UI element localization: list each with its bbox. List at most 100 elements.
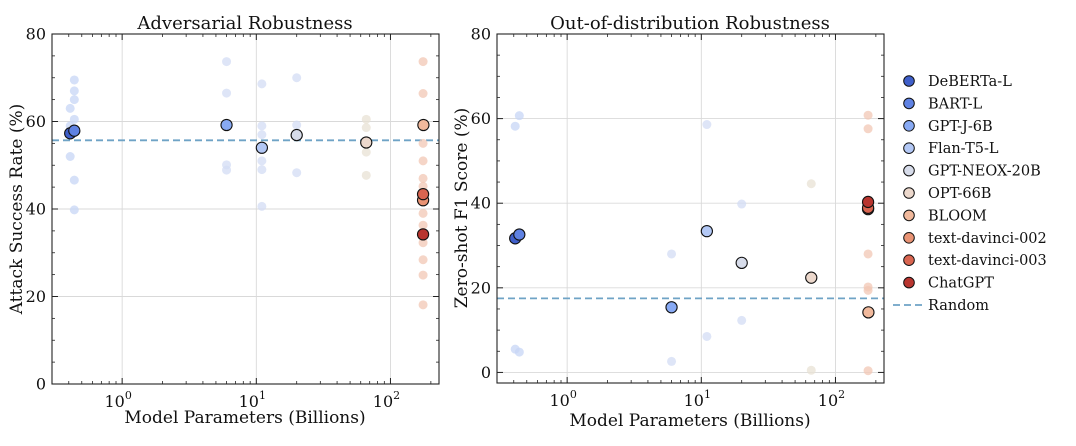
y-tick-label: 20 [471,278,491,297]
y-tick-label: 60 [26,112,46,131]
legend-marker-gpt-j-6b [903,120,915,132]
x-tick-exponent: 0 [125,389,132,402]
legend-label-deberta-l: DeBERTa-L [928,74,1012,90]
legend-label-text-davinci-003: text-davinci-003 [928,253,1047,269]
x-tick-label: 100 [549,388,576,410]
point-text-davinci-003 [416,187,430,201]
y-tick-label: 80 [471,25,491,44]
x-tick-exponent: 0 [570,388,577,401]
faded-point [702,120,712,130]
y-tick-label: 0 [36,375,46,394]
point-chatgpt [861,195,875,209]
faded-point [222,88,232,98]
legend-marker-deberta-l [903,75,915,87]
legend-marker-gpt-neox-20b [903,164,915,177]
point-bart-l [68,124,81,137]
y-tick-label: 60 [471,109,491,128]
faded-point [702,331,712,341]
faded-point [418,89,428,98]
point-gpt-j-6b [665,301,678,314]
faded-point [510,121,520,131]
faded-point [418,57,428,67]
faded-point [65,103,75,113]
y-axis-label: Zero-shot F1 Score (%) [452,108,472,309]
faded-point [514,347,524,357]
faded-point [418,255,428,265]
faded-point [292,73,302,83]
faded-point [863,249,873,259]
point-bloom [417,118,430,132]
out-of-distribution-robustness-panel: Out-of-distribution Robustness 100 101 102… [452,13,885,431]
point-gpt-neox-20b [290,128,303,142]
faded-point [806,365,816,375]
legend-label-opt-66b: OPT-66B [928,186,991,202]
faded-point [65,152,75,161]
faded-point [361,170,371,180]
point-opt-66b [360,136,373,149]
x-tick-exponent: 1 [704,388,711,401]
faded-point [69,86,79,96]
faded-point [361,123,371,133]
faded-point [361,147,371,157]
legend-marker-bloom [903,209,915,222]
faded-point [418,300,428,310]
legend-label-bloom: BLOOM [928,208,987,224]
faded-point [863,110,873,120]
x-tick-exponent: 2 [393,389,400,402]
faded-point [257,121,267,131]
x-axis-label: Model Parameters (Billions) [569,411,810,431]
plot-frame [496,33,885,384]
faded-point [69,95,79,105]
faded-point [418,238,428,248]
panel-title: Out-of-distribution Robustness [550,13,830,34]
point-opt-66b [805,271,818,284]
faded-point [514,111,524,121]
legend-label-flan-t5-l: Flan-T5-L [928,141,999,157]
faded-point [69,75,79,85]
faded-point [418,173,428,183]
faded-point [418,208,428,218]
point-bart-l [513,228,526,241]
faded-point [361,114,371,124]
legend-label-bart-l: BART-L [928,96,982,112]
faded-point [257,201,267,211]
legend-marker-text-davinci-003 [903,254,915,267]
legend-marker-text-davinci-002 [903,232,915,244]
x-tick-exponent: 1 [259,389,266,402]
faded-point [257,165,267,175]
legend-marker-flan-t5-l [903,142,915,154]
faded-point [418,270,428,280]
faded-point [667,356,677,366]
legend-label-gpt-neox-20b: GPT-NEOX-20B [928,164,1041,180]
point-chatgpt [416,228,430,241]
faded-point [222,57,232,67]
legend-label-gpt-j-6b: GPT-J-6B [928,119,993,135]
x-tick-label: 102 [818,388,845,410]
y-tick-label: 40 [26,200,46,219]
faded-point [69,205,79,215]
faded-point [667,249,677,259]
y-tick-label: 20 [26,287,46,306]
faded-point [418,156,428,166]
faded-point [418,138,428,148]
x-tick-exponent: 2 [838,388,845,401]
faded-point [806,179,816,189]
legend-label-random: Random [928,298,989,314]
y-tick-label: 40 [471,194,491,213]
point-flan-t5-l [700,224,714,238]
legend-label-text-davinci-002: text-davinci-002 [928,231,1047,247]
x-tick-label: 102 [373,389,400,411]
faded-point [257,130,267,140]
y-tick-label: 80 [26,25,46,44]
faded-point [69,175,79,185]
faded-point [292,120,302,130]
y-tick-label: 0 [481,363,491,382]
faded-point [737,199,747,209]
faded-point [257,79,267,89]
legend-marker-opt-66b [903,187,915,199]
legend-label-chatgpt: ChatGPT [928,276,994,292]
faded-point [863,124,873,134]
point-flan-t5-l [255,141,269,154]
point-gpt-neox-20b [735,256,748,270]
